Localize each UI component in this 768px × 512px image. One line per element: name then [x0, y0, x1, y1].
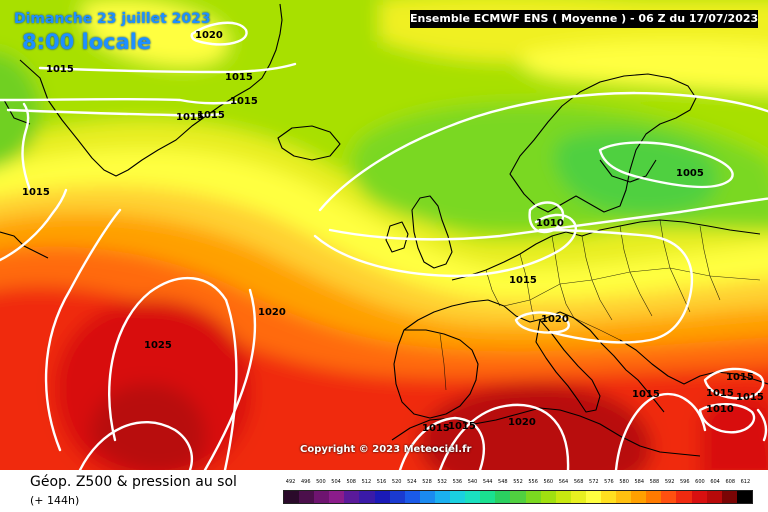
color-scale-label: 564 [558, 479, 569, 485]
isobar-label: 1015 [22, 187, 50, 198]
color-scale-label: 552 [513, 479, 523, 485]
isobar-labels: 1020 1015 1015 1015 1015 1015 1015 1010 … [22, 30, 764, 434]
color-scale-label: 556 [528, 479, 538, 485]
color-scale-label: 508 [346, 479, 356, 485]
color-scale-label: 496 [300, 479, 311, 485]
color-scale-swatch [495, 491, 511, 503]
color-scale-label: 580 [619, 479, 629, 485]
color-scale-label: 504 [331, 479, 341, 485]
color-scale-bar [283, 490, 753, 504]
color-scale-label: 500 [316, 479, 326, 485]
isobar-label: 1015 [448, 421, 476, 432]
color-scale-swatch [721, 491, 737, 503]
isobar-label: 1015 [706, 388, 734, 399]
color-scale-label: 588 [649, 479, 660, 485]
country-borders [439, 219, 761, 391]
color-scale-swatch [616, 491, 632, 503]
color-scale-label: 576 [604, 479, 614, 485]
color-scale-swatch [404, 491, 420, 503]
color-scale-swatch [450, 491, 466, 503]
color-scale-labels: 492 496 500 504 508 512 516 520 524 528 532 536 540 5… [283, 479, 753, 488]
legend-footer: Géop. Z500 & pression au sol (+ 144h) 49… [0, 470, 768, 512]
color-scale-label: 548 [498, 479, 508, 485]
color-scale-label: 540 [467, 479, 478, 485]
isobar-label: 1020 [195, 30, 223, 41]
weather-map: 1020 1015 1015 1015 1015 1015 1015 1010 … [0, 0, 768, 470]
isobar-label: 1015 [736, 392, 764, 403]
color-scale-swatch [585, 491, 601, 503]
coastlines [0, 3, 768, 457]
color-scale-swatch [374, 491, 390, 503]
forecast-time: 8:00 locale [22, 30, 152, 54]
forecast-date: Dimanche 23 juillet 2023 [14, 11, 211, 27]
geopotential-field [0, 0, 768, 470]
color-scale-label: 568 [573, 479, 584, 485]
color-scale-swatch [359, 491, 375, 503]
color-scale-swatch [344, 491, 360, 503]
color-scale-swatch [525, 491, 541, 503]
color-scale-swatch [691, 491, 707, 503]
color-scale-swatch [329, 491, 345, 503]
color-scale-label: 544 [482, 479, 493, 485]
color-scale-label: 600 [695, 479, 705, 485]
color-scale-label: 572 [589, 479, 599, 485]
isobar-label: 1010 [536, 218, 564, 229]
color-scale-label: 612 [740, 479, 751, 485]
color-scale-label: 512 [361, 479, 372, 485]
isobar-label: 1015 [176, 112, 204, 123]
color-scale-label: 592 [664, 479, 675, 485]
isobar-label: 1015 [230, 96, 258, 107]
color-scale-swatch [314, 491, 330, 503]
product-title: Géop. Z500 & pression au sol [30, 474, 237, 490]
color-scale-label: 560 [543, 479, 554, 485]
color-scale-label: 516 [376, 479, 387, 485]
color-scale-swatch [631, 491, 647, 503]
color-scale-swatch [434, 491, 451, 503]
isobar-label: 1015 [225, 72, 253, 83]
color-scale-swatch [299, 491, 315, 503]
color-scale-label: 492 [285, 479, 296, 485]
color-scale-label: 604 [710, 479, 720, 485]
color-scale-swatch [555, 491, 571, 503]
color-scale-swatch [736, 491, 752, 503]
isobar-label: 1020 [508, 417, 536, 428]
color-scale-swatch [510, 491, 526, 503]
color-scale-swatch [570, 491, 586, 503]
isobar-label: 1025 [144, 340, 172, 351]
color-scale-label: 584 [634, 479, 645, 485]
forecast-hour: (+ 144h) [30, 494, 80, 507]
isobar-label: 1015 [726, 372, 754, 383]
isobar-label: 1020 [541, 314, 569, 325]
color-scale-swatch [676, 491, 692, 503]
color-scale-swatch [465, 491, 481, 503]
color-scale-label: 524 [407, 479, 417, 485]
isobar-label: 1005 [676, 168, 704, 179]
color-scale-swatch [600, 491, 617, 503]
isobar-label: 1020 [258, 307, 286, 318]
color-scale-label: 608 [725, 479, 736, 485]
color-scale-swatch [646, 491, 662, 503]
color-scale-swatch [419, 491, 435, 503]
copyright-notice: Copyright © 2023 Meteociel.fr [300, 444, 472, 455]
isobar-label: 1015 [46, 64, 74, 75]
isobar-label: 1015 [197, 110, 225, 121]
isobar-label: 1015 [509, 275, 537, 286]
color-scale-swatch [661, 491, 677, 503]
color-scale-swatch [706, 491, 722, 503]
color-scale-label: 536 [452, 479, 463, 485]
isobars [0, 21, 768, 470]
isobar-label: 1010 [706, 404, 734, 415]
color-scale-swatch [540, 491, 556, 503]
color-scale-swatch [480, 491, 496, 503]
color-scale-swatch [389, 491, 405, 503]
color-scale-label: 520 [391, 479, 402, 485]
isobar-label: 1015 [632, 389, 660, 400]
color-scale-label: 532 [437, 479, 447, 485]
model-run-label: Ensemble ECMWF ENS ( Moyenne ) - 06 Z du… [410, 10, 758, 28]
color-scale-label: 528 [422, 479, 432, 485]
color-scale-swatch [284, 491, 300, 503]
color-scale-label: 596 [679, 479, 690, 485]
isobar-label: 1015 [422, 423, 450, 434]
